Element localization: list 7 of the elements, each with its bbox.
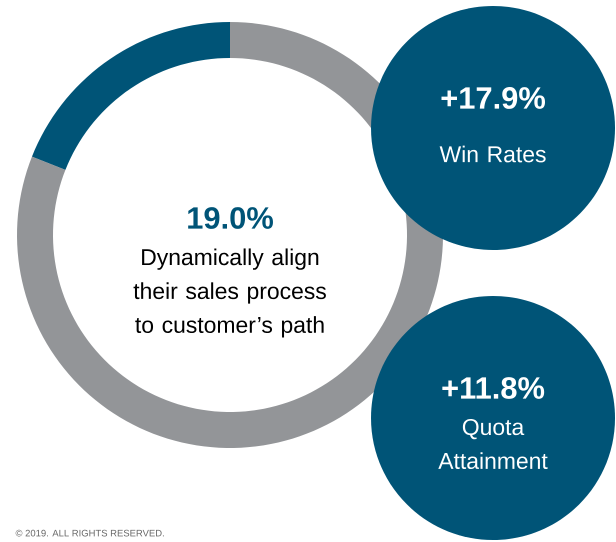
- text: © 2019. ALL RIGHTS RESERVED.: [16, 530, 164, 536]
- data-label: 19.0%: [188, 207, 273, 229]
- category-label: Win Rates: [440, 146, 546, 162]
- data-label: +11.8%: [442, 377, 544, 399]
- category-label: Quota Attainment: [438, 418, 548, 470]
- text: Dynamically align their sales process to customer’s path: [134, 248, 326, 338]
- data-label: +17.9%: [442, 87, 545, 109]
